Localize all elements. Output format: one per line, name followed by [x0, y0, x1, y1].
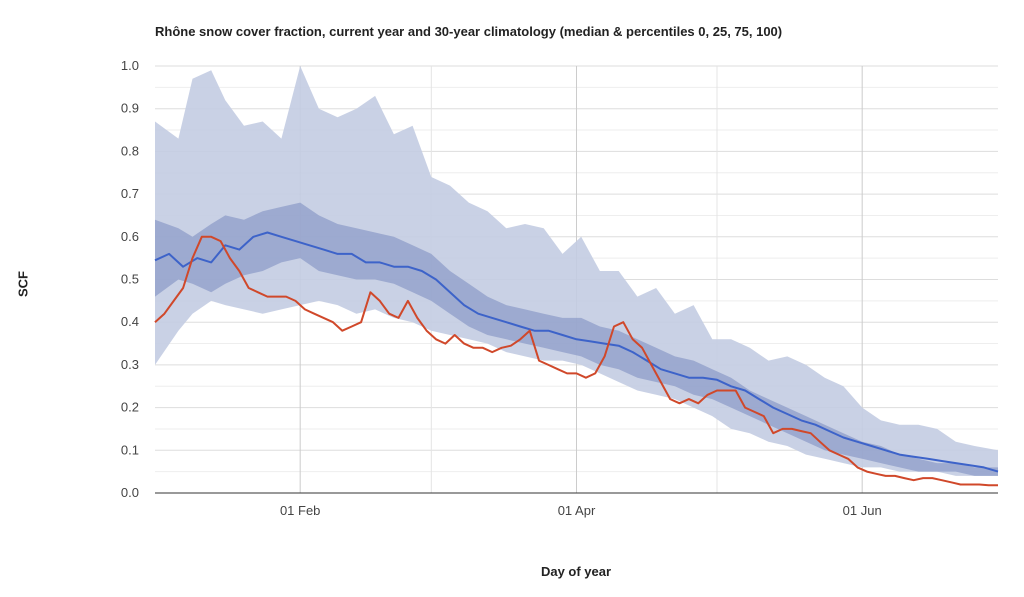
x-axis-title: Day of year — [540, 564, 612, 579]
x-tick-label: 01 Apr — [558, 503, 596, 518]
y-tick-label: 0.0 — [121, 485, 139, 500]
y-tick-label: 0.7 — [121, 186, 139, 201]
y-tick-label: 0.8 — [121, 143, 139, 158]
x-tick-label: 01 Jun — [843, 503, 882, 518]
y-tick-label: 0.4 — [121, 314, 139, 329]
chart-title: Rhône snow cover fraction, current year … — [155, 24, 783, 39]
y-tick-label: 0.3 — [121, 357, 139, 372]
current-year-line — [154, 235, 998, 487]
y-tick-label: 0.2 — [121, 400, 139, 415]
y-tick-label: 1.0 — [121, 58, 139, 73]
percentile-0-100-band — [155, 66, 998, 476]
y-tick-label: 0.5 — [121, 272, 139, 287]
x-tick-label: 01 Feb — [280, 503, 320, 518]
y-tick-label: 0.1 — [121, 442, 139, 457]
median-line — [154, 231, 999, 473]
y-tick-label: 0.9 — [121, 101, 139, 116]
y-tick-label: 0.6 — [121, 229, 139, 244]
